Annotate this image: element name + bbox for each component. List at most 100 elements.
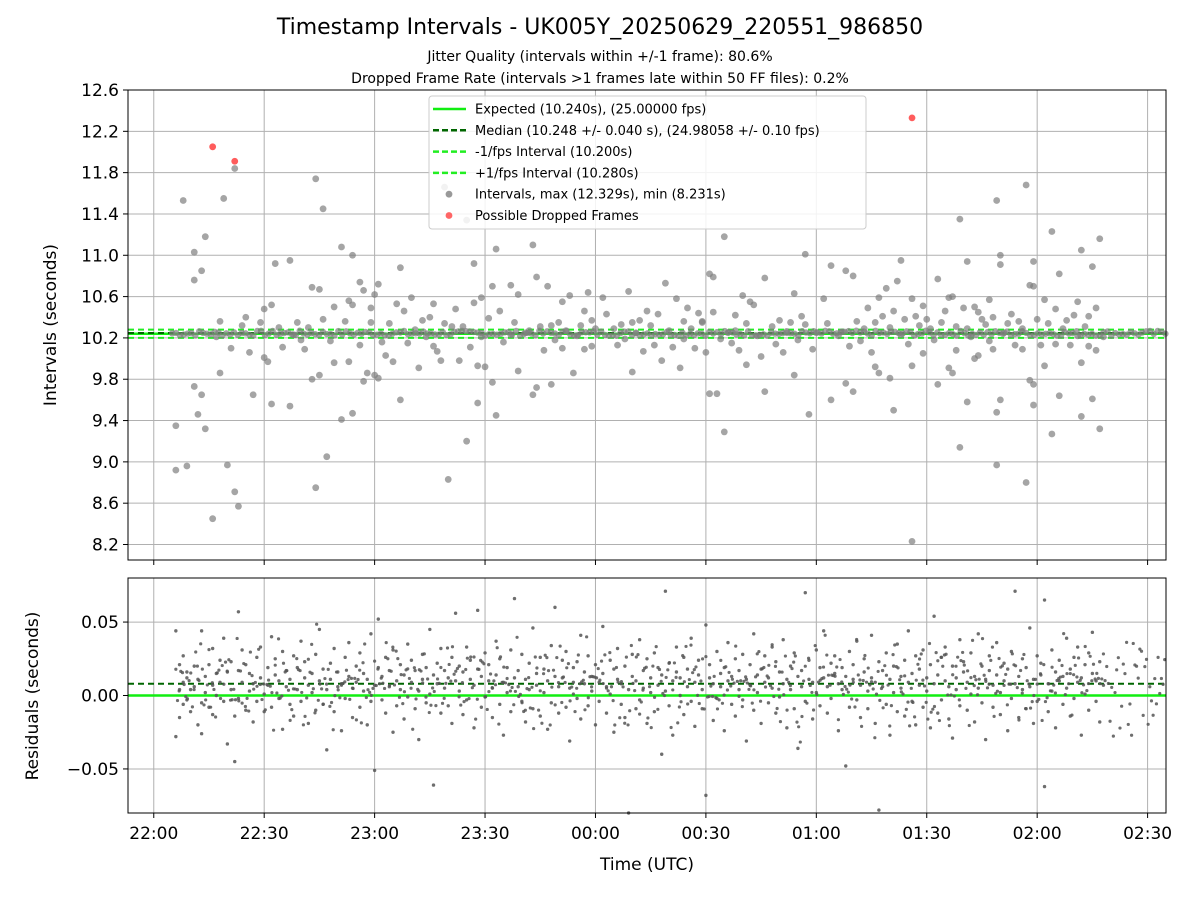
residual-point-dense: [1159, 676, 1163, 681]
interval-point: [1074, 332, 1082, 340]
interval-point: [496, 307, 504, 315]
residual-point: [509, 709, 513, 714]
interval-point: [1015, 317, 1023, 325]
interval-point: [801, 321, 809, 328]
dropped-frame-point: [231, 157, 239, 165]
residual-point: [729, 702, 734, 707]
residual-point: [1053, 726, 1058, 730]
residual-point: [715, 649, 719, 654]
interval-point: [739, 292, 747, 299]
interval-point: [1092, 304, 1100, 312]
residual-point: [347, 674, 351, 679]
interval-point: [750, 301, 758, 309]
residual-point-dense: [243, 704, 248, 709]
residual-point: [185, 698, 189, 702]
interval-point: [963, 398, 971, 406]
residual-point: [571, 680, 576, 684]
residual-point: [1083, 692, 1087, 696]
residual-point-dense: [1075, 675, 1079, 679]
residual-point: [233, 759, 237, 764]
residual-point: [387, 668, 392, 673]
interval-point: [1066, 341, 1074, 349]
interval-point: [967, 333, 975, 341]
residual-point-dense: [624, 655, 628, 659]
residual-point-dense: [893, 643, 897, 647]
residual-point-dense: [961, 650, 965, 655]
residual-point-dense: [571, 692, 575, 696]
residual-point: [579, 717, 583, 721]
residual-point: [369, 699, 373, 704]
residual-point: [836, 729, 841, 733]
interval-point: [599, 294, 607, 302]
residual-point: [685, 667, 690, 671]
residual-point: [925, 689, 929, 693]
residual-point: [472, 726, 476, 730]
residual-point-dense: [414, 697, 418, 701]
residual-point-dense: [275, 691, 279, 695]
residual-point: [244, 708, 248, 712]
interval-point: [316, 371, 323, 379]
residual-point-dense: [687, 677, 691, 682]
residual-point: [1006, 667, 1010, 671]
interval-point: [665, 327, 673, 335]
interval-point: [956, 215, 964, 223]
residual-point: [428, 692, 432, 696]
residual-point-dense: [200, 667, 204, 671]
residual-point: [472, 683, 476, 687]
residual-point: [770, 645, 774, 649]
residual-point-dense: [518, 692, 522, 696]
interval-point: [706, 390, 713, 398]
interval-point: [742, 320, 750, 327]
residual-point-dense: [434, 704, 438, 708]
residual-point-dense: [1014, 664, 1018, 668]
residual-point-dense: [1125, 640, 1129, 644]
residual-point-dense: [1065, 671, 1069, 676]
residual-point-dense: [230, 698, 234, 702]
residual-point: [391, 648, 395, 652]
jitter-quality-subtitle: Jitter Quality (intervals within +/-1 fr…: [427, 49, 773, 65]
residual-point-dense: [785, 708, 789, 712]
interval-point: [897, 257, 905, 264]
interval-point: [963, 325, 971, 333]
interval-point: [720, 428, 728, 436]
interval-point: [419, 316, 426, 324]
residual-point-dense: [707, 694, 711, 699]
residual-point: [424, 701, 428, 705]
residual-point: [210, 683, 215, 687]
dropped-frame-point: [908, 114, 916, 122]
residual-point-dense: [459, 703, 463, 707]
residual-point-dense: [419, 669, 423, 673]
residual-point: [1028, 684, 1032, 689]
residual-point-dense: [232, 687, 236, 691]
top-y-tick-label: 11.4: [81, 205, 119, 225]
interval-point: [985, 337, 993, 345]
residual-point-dense: [770, 643, 774, 647]
legend-intervals-swatch: [445, 190, 453, 198]
interval-point: [982, 321, 990, 328]
bottom-x-tick-label: 01:00: [792, 824, 841, 844]
residual-point: [523, 677, 528, 682]
interval-point: [1077, 246, 1085, 254]
interval-point: [676, 364, 684, 372]
residual-point-dense: [535, 666, 539, 670]
interval-point: [584, 289, 592, 296]
residual-point: [575, 696, 579, 701]
residual-point: [707, 676, 712, 680]
residual-point-dense: [1025, 679, 1029, 683]
residual-point: [796, 674, 800, 679]
residual-point: [450, 655, 454, 660]
residual-point: [917, 683, 922, 687]
residual-point-dense: [888, 724, 892, 728]
interval-point: [345, 358, 353, 366]
residual-point: [461, 712, 465, 717]
residual-point-dense: [1019, 668, 1023, 673]
residual-point-dense: [1083, 644, 1087, 649]
residual-point: [1098, 720, 1102, 724]
interval-point: [555, 319, 563, 326]
residual-point-dense: [777, 687, 781, 691]
residual-point: [884, 702, 888, 707]
residual-point: [700, 707, 704, 711]
residual-point-dense: [1110, 685, 1114, 690]
residual-point: [251, 682, 255, 686]
